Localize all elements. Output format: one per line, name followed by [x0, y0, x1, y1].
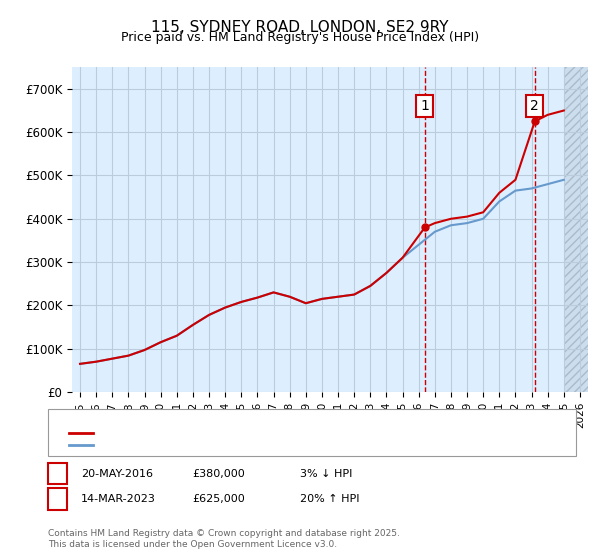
Text: 3% ↓ HPI: 3% ↓ HPI	[300, 469, 352, 479]
Text: 1: 1	[53, 467, 62, 480]
Text: 2: 2	[53, 492, 62, 506]
Text: Price paid vs. HM Land Registry's House Price Index (HPI): Price paid vs. HM Land Registry's House …	[121, 31, 479, 44]
Text: £625,000: £625,000	[192, 494, 245, 504]
Text: 115, SYDNEY ROAD, LONDON, SE2 9RY (semi-detached house): 115, SYDNEY ROAD, LONDON, SE2 9RY (semi-…	[96, 428, 422, 438]
Text: 1: 1	[421, 99, 429, 113]
Text: 20% ↑ HPI: 20% ↑ HPI	[300, 494, 359, 504]
Text: HPI: Average price, semi-detached house, Bexley: HPI: Average price, semi-detached house,…	[96, 440, 353, 450]
Text: £380,000: £380,000	[192, 469, 245, 479]
Text: 2: 2	[530, 99, 539, 113]
Text: 20-MAY-2016: 20-MAY-2016	[81, 469, 153, 479]
Text: Contains HM Land Registry data © Crown copyright and database right 2025.
This d: Contains HM Land Registry data © Crown c…	[48, 529, 400, 549]
Text: 14-MAR-2023: 14-MAR-2023	[81, 494, 156, 504]
Text: 115, SYDNEY ROAD, LONDON, SE2 9RY: 115, SYDNEY ROAD, LONDON, SE2 9RY	[151, 20, 449, 35]
Bar	[564, 67, 588, 392]
